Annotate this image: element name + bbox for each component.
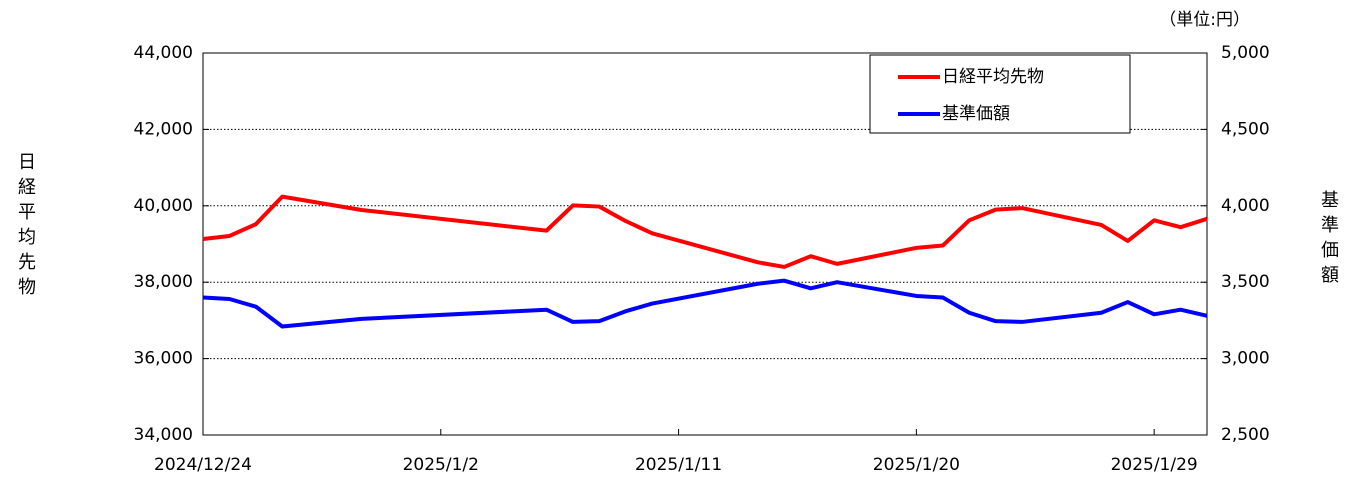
y-tick-label: 34,000 — [134, 425, 193, 445]
y-tick-label: 40,000 — [134, 196, 193, 216]
legend-label: 基準価額 — [942, 104, 1010, 124]
y-tick-label: 44,000 — [134, 43, 193, 63]
x-tick-label: 2024/12/24 — [154, 455, 252, 475]
x-tick-label: 2025/1/20 — [873, 455, 960, 475]
y2-tick-label: 3,500 — [1221, 272, 1270, 292]
y2-tick-label: 3,000 — [1221, 349, 1270, 369]
x-tick-label: 2025/1/11 — [635, 455, 722, 475]
y-axis-label: 日経平均先物 — [15, 152, 36, 302]
y-tick-label: 42,000 — [134, 119, 193, 139]
y-tick-label: 38,000 — [134, 272, 193, 292]
series-line — [202, 194, 1208, 269]
y-tick-label: 36,000 — [134, 349, 193, 369]
x-tick-label: 2025/1/2 — [403, 455, 479, 475]
legend-label: 日経平均先物 — [942, 67, 1044, 87]
y2-tick-label: 4,500 — [1221, 119, 1270, 139]
y2-tick-label: 4,000 — [1221, 196, 1270, 216]
series-line — [202, 278, 1208, 329]
y2-tick-label: 5,000 — [1221, 43, 1270, 63]
y2-tick-label: 2,500 — [1221, 425, 1270, 445]
y2-axis-label: 基準価額 — [1318, 190, 1339, 290]
plot-frame — [202, 52, 1208, 436]
x-tick-label: 2025/1/29 — [1111, 455, 1198, 475]
unit-annotation: （単位:円） — [1159, 10, 1250, 30]
legend-box — [869, 54, 1131, 134]
